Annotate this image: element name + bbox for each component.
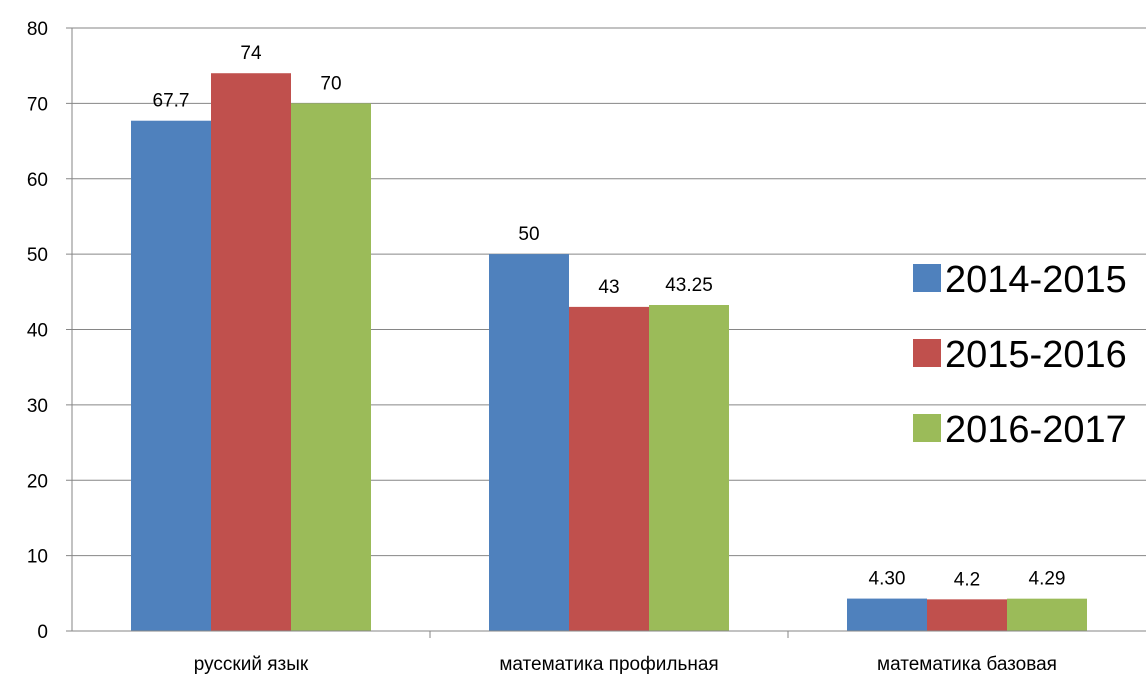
- bar: [569, 306, 649, 631]
- bar: [131, 120, 211, 632]
- data-label: 4.29: [1029, 569, 1066, 590]
- bars: [131, 73, 1087, 632]
- data-labels: 67.7 74 70 50 43 43.25 4.30 4.2 4.29: [153, 43, 1066, 590]
- legend-label: 2015-2016: [945, 334, 1127, 376]
- y-tick-label: 30: [27, 396, 48, 417]
- data-label: 4.2: [954, 569, 980, 590]
- axes: 0 10 20 30 40 50 60 70 80 русский язык математика …: [27, 19, 1146, 675]
- y-tick-label: 60: [27, 170, 48, 191]
- y-tick-label: 80: [27, 19, 48, 40]
- bar: [489, 254, 569, 631]
- bar: [291, 103, 371, 631]
- y-tick-label: 20: [27, 471, 48, 492]
- data-label: 43: [598, 277, 619, 298]
- x-category-label: математика базовая: [877, 654, 1057, 675]
- bar: [1007, 598, 1087, 631]
- bar: [649, 305, 729, 631]
- y-tick-label: 50: [27, 245, 48, 266]
- data-label: 50: [518, 224, 539, 245]
- x-category-label: математика профильная: [499, 654, 718, 675]
- legend: 2014-2015 2015-2016 2016-2017: [913, 259, 1127, 451]
- y-tick-label: 70: [27, 94, 48, 115]
- legend-label: 2014-2015: [945, 259, 1127, 301]
- data-label: 74: [240, 43, 262, 64]
- legend-label: 2016-2017: [945, 409, 1127, 451]
- bar: [927, 599, 1007, 631]
- data-label: 4.30: [869, 569, 906, 590]
- y-tick-label: 0: [37, 622, 48, 643]
- y-tick-label: 40: [27, 321, 48, 342]
- data-label: 67.7: [153, 91, 190, 112]
- x-category-label: русский язык: [194, 654, 309, 675]
- bar: [847, 598, 927, 631]
- legend-swatch: [913, 339, 941, 367]
- bar: [211, 73, 291, 632]
- data-label: 70: [320, 73, 341, 94]
- data-label: 43.25: [665, 275, 713, 296]
- legend-swatch: [913, 264, 941, 292]
- legend-swatch: [913, 414, 941, 442]
- y-tick-label: 10: [27, 547, 48, 568]
